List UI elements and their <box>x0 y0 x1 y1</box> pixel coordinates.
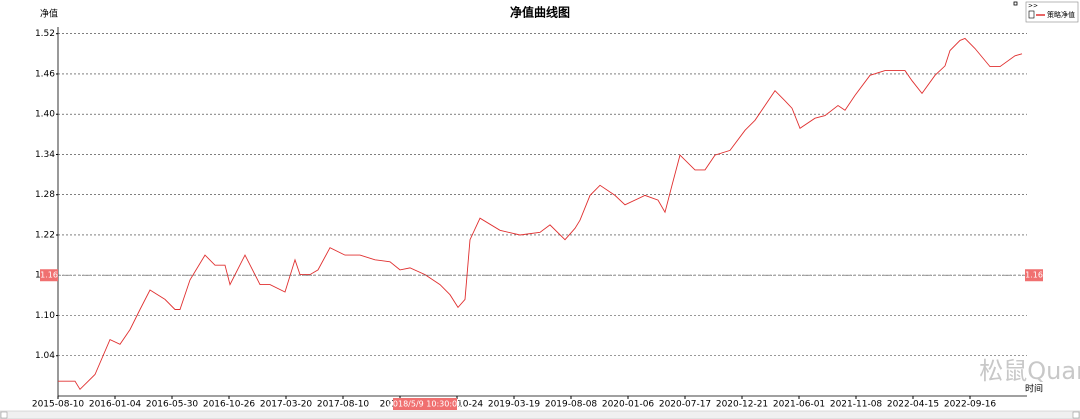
watermark: 松鼠Quant <box>979 357 1080 385</box>
x-tick-label: 2020-12-21 <box>716 400 768 410</box>
scroll-right[interactable] <box>1072 411 1080 419</box>
x-tick-label: 2021-11-08 <box>830 400 883 410</box>
x-tick-label: 2019-03-19 <box>488 400 541 410</box>
x-tick-label: 2017-03-20 <box>260 400 313 410</box>
legend-toggle[interactable]: >> <box>1028 3 1038 10</box>
legend-checkbox[interactable] <box>1028 10 1035 19</box>
legend-box <box>1025 1 1079 23</box>
x-tick-label: 2021-06-01 <box>773 400 825 410</box>
x-tick-label: 2016-10-26 <box>203 400 256 410</box>
y-tick-label: 1.10 <box>35 311 55 321</box>
crosshair-x-label: 2018/5/9 10:30:00 <box>388 400 462 409</box>
y-axis-label: 净值 <box>40 8 58 20</box>
x-tick-label: 2016-05-30 <box>146 400 199 410</box>
x-tick-label: 2016-01-04 <box>89 400 142 410</box>
crosshair-y-label-right: 1.16 <box>1025 271 1043 280</box>
scroll-left[interactable] <box>0 411 8 419</box>
crosshair-y-box-left <box>40 269 58 282</box>
y-tick-label: 1.04 <box>35 351 55 361</box>
legend-label: 策略净值 <box>1047 10 1075 19</box>
x-tick-label: 2019-08-08 <box>545 400 598 410</box>
x-tick-label: 2017-08-10 <box>317 400 370 410</box>
x-tick-label: 2022-09-16 <box>944 400 997 410</box>
x-tick-label: 2020-07-17 <box>659 400 711 410</box>
scrollbar[interactable] <box>0 410 1080 419</box>
x-tick-label: 2020-01-06 <box>602 400 655 410</box>
crosshair-y-label-left: 1.16 <box>40 271 58 280</box>
y-tick-label: 1.22 <box>35 230 55 240</box>
x-tick-label: 2015-08-10 <box>32 400 85 410</box>
x-axis-label: 时间 <box>1025 383 1043 395</box>
y-tick-label: 1.40 <box>35 110 55 120</box>
y-tick-label: 1.52 <box>35 29 55 39</box>
chart-title: 净值曲线图 <box>510 5 570 20</box>
y-tick-label: 1.34 <box>35 150 55 160</box>
line-series <box>58 37 1023 391</box>
y-tick-label: 1.46 <box>35 69 55 79</box>
legend-corner[interactable] <box>1013 1 1018 6</box>
y-tick-label: 1.28 <box>35 190 55 200</box>
crosshair-y-box-right <box>1025 269 1043 282</box>
x-tick-label: 2018-10-24 <box>431 400 484 410</box>
crosshair-x-box <box>393 398 457 410</box>
x-tick-label: 2022-04-15 <box>887 400 939 410</box>
